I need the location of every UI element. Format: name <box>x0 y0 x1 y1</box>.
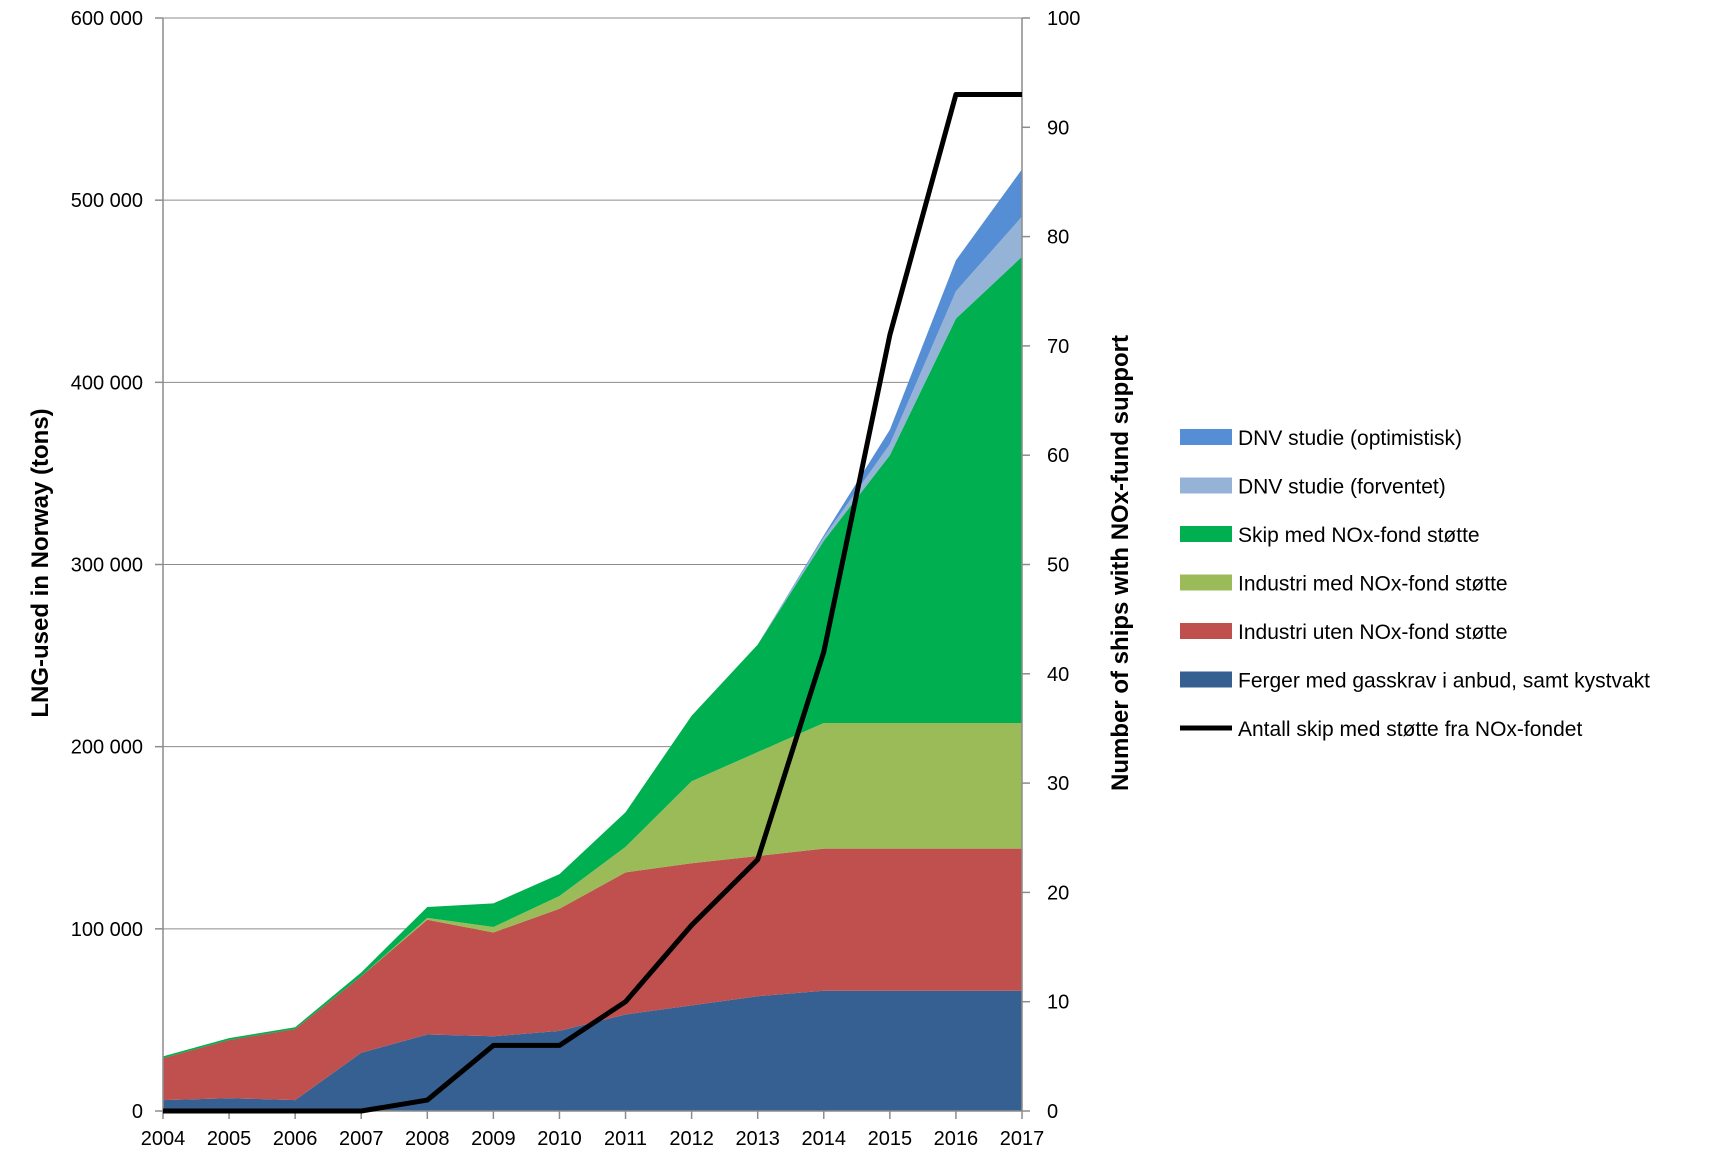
y2-tick-label-0: 0 <box>1047 1101 1058 1123</box>
y-tick-label-6: 600 000 <box>71 8 143 30</box>
y2-tick-label-5: 50 <box>1047 555 1069 577</box>
x-tick-label-7: 2011 <box>604 1128 647 1150</box>
ships-line <box>163 92 1022 1114</box>
y2-tick-label-9: 90 <box>1047 117 1069 139</box>
tick-labels: 0 100 000 200 000 300 000 400 000 500 000 600 … <box>71 8 1081 1150</box>
y2-tick-label-1: 10 <box>1047 992 1069 1014</box>
legend-swatch-3 <box>1180 574 1232 591</box>
legend-swatch-2 <box>1180 526 1232 542</box>
y2-tick-label-6: 60 <box>1047 445 1069 467</box>
x-tick-label-3: 2007 <box>339 1128 384 1150</box>
legend-label-4: Industri uten NOx-fond støtte <box>1238 621 1508 644</box>
legend-label-0: DNV studie (optimistisk) <box>1238 427 1462 450</box>
legend-swatch-1 <box>1180 477 1232 494</box>
y-tick-label-3: 300 000 <box>71 555 143 577</box>
y2-tick-label-8: 80 <box>1047 227 1069 249</box>
area-series-3 <box>163 256 1022 1059</box>
x-tick-label-0: 2004 <box>141 1128 186 1150</box>
y-tick-label-2: 200 000 <box>71 737 143 759</box>
line-series-ships <box>163 92 1022 1114</box>
x-tick-label-5: 2009 <box>471 1128 516 1150</box>
x-tick-label-10: 2014 <box>802 1128 847 1150</box>
y-tick-label-4: 400 000 <box>71 372 143 394</box>
x-tick-label-8: 2012 <box>669 1128 714 1150</box>
x-tick-label-1: 2005 <box>207 1128 252 1150</box>
x-tick-label-4: 2008 <box>405 1128 450 1150</box>
legend-swatch-5 <box>1180 671 1232 688</box>
area-series-2 <box>163 722 1022 1059</box>
x-tick-label-13: 2017 <box>1000 1128 1045 1150</box>
y-axis-title: LNG-used in Norway (tons) <box>27 408 54 717</box>
area-series-1 <box>163 848 1022 1101</box>
legend-label-3: Industri med NOx-fond støtte <box>1238 573 1508 596</box>
y-tick-label-1: 100 000 <box>71 919 143 941</box>
y2-tick-label-2: 20 <box>1047 882 1069 904</box>
legend-label-2: Skip med NOx-fond støtte <box>1238 524 1480 547</box>
x-tick-label-2: 2006 <box>273 1128 318 1150</box>
x-tick-label-6: 2010 <box>537 1128 582 1150</box>
area-series-0 <box>163 990 1022 1111</box>
legend-label-1: DNV studie (forventet) <box>1238 476 1446 499</box>
legend-swatch-4 <box>1180 623 1232 639</box>
legend-label-5: Ferger med gasskrav i anbud, samt kystva… <box>1238 670 1650 693</box>
y2-tick-label-10: 100 <box>1047 8 1080 30</box>
legend-swatch-0 <box>1180 429 1232 445</box>
x-tick-label-12: 2016 <box>934 1128 979 1150</box>
stacked-areas <box>163 169 1022 1111</box>
y2-tick-label-4: 40 <box>1047 664 1069 686</box>
legend-label-6: Antall skip med støtte fra NOx-fondet <box>1238 718 1582 741</box>
y2-axis-title: Number of ships with NOx-fund support <box>1107 335 1134 791</box>
x-tick-label-9: 2013 <box>735 1128 780 1150</box>
y2-tick-label-7: 70 <box>1047 336 1069 358</box>
y2-tick-label-3: 30 <box>1047 773 1069 795</box>
y-tick-label-0: 0 <box>132 1101 143 1123</box>
y-tick-label-5: 500 000 <box>71 190 143 212</box>
x-tick-label-11: 2015 <box>868 1128 913 1150</box>
legend: DNV studie (optimistisk) DNV studie (forv… <box>1180 427 1650 741</box>
